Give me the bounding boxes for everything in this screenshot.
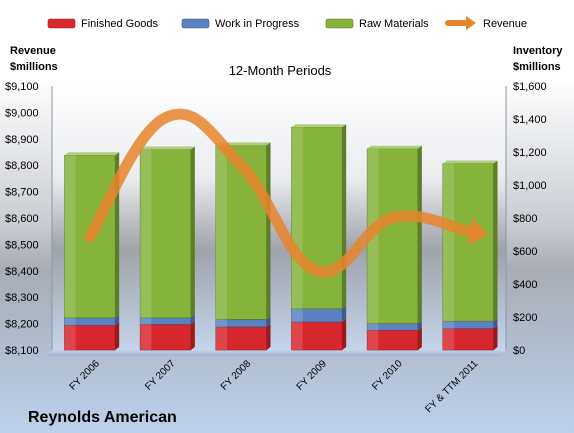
bar-top xyxy=(64,152,120,156)
bar-side xyxy=(190,146,195,318)
bar-top xyxy=(291,124,347,128)
bar-highlight xyxy=(442,328,454,350)
bar-side xyxy=(342,124,347,309)
left-tick-label: $8,900 xyxy=(5,134,39,146)
legend-label: Finished Goods xyxy=(81,18,159,30)
left-axis-title-line2: $millions xyxy=(10,61,58,73)
bar-side xyxy=(493,325,498,350)
bar-side xyxy=(417,327,422,350)
bar-side xyxy=(115,314,120,326)
left-tick-label: $8,500 xyxy=(5,239,39,251)
bar-highlight xyxy=(64,325,76,350)
left-tick-label: $8,300 xyxy=(5,292,39,304)
chart-subtitle: 12-Month Periods xyxy=(229,63,332,78)
right-axis-title-line1: Inventory xyxy=(513,45,563,57)
legend-label: Work in Progress xyxy=(215,18,300,30)
bar-side xyxy=(266,142,271,320)
right-tick-label: $600 xyxy=(513,246,537,258)
bar-side xyxy=(190,321,195,350)
bar-side xyxy=(417,320,422,331)
right-tick-label: $400 xyxy=(513,279,537,291)
bar-highlight xyxy=(140,317,152,325)
bar-side xyxy=(115,322,120,350)
bar-side xyxy=(342,305,347,322)
legend: Finished Goods Work in Progress Raw Materi… xyxy=(47,16,527,30)
right-axis-title-line2: $millions xyxy=(513,61,561,73)
left-tick-label: $9,100 xyxy=(5,81,39,93)
bar-side xyxy=(342,318,347,350)
bar-side xyxy=(266,323,271,350)
bar-highlight xyxy=(64,317,76,326)
right-tick-label: $200 xyxy=(513,312,537,324)
right-tick-label: $0 xyxy=(513,345,525,357)
right-tick-label: $1,400 xyxy=(513,114,547,126)
bar-highlight xyxy=(367,323,379,331)
right-tick-label: $1,600 xyxy=(513,81,547,93)
bar-side xyxy=(493,318,498,329)
bar-side xyxy=(190,314,195,325)
bar-highlight xyxy=(442,321,454,329)
bar-side xyxy=(417,145,422,324)
legend-swatch xyxy=(325,18,354,29)
company-name: Reynolds American xyxy=(28,409,177,426)
left-axis-ticks: $8,100 $8,200 $8,300 $8,400 $8,500 $8,600 $8,7… xyxy=(5,81,39,357)
left-axis-title-line1: Revenue xyxy=(10,45,56,57)
legend-swatch xyxy=(181,18,210,29)
bar-highlight xyxy=(64,155,76,318)
revenue-line-layer xyxy=(84,108,488,278)
right-tick-label: $800 xyxy=(513,213,537,225)
bar-top xyxy=(367,145,422,149)
left-tick-label: $9,000 xyxy=(5,107,39,119)
right-tick-label: $1,200 xyxy=(513,147,547,159)
bar-top xyxy=(140,146,195,150)
legend-arrow-head xyxy=(466,16,476,30)
bar-highlight xyxy=(367,330,379,350)
left-tick-label: $8,200 xyxy=(5,319,39,331)
left-tick-label: $8,700 xyxy=(5,187,39,199)
bar-side xyxy=(493,160,498,322)
bar-highlight xyxy=(140,324,152,350)
bar-highlight xyxy=(140,149,152,318)
legend-label: Raw Materials xyxy=(359,18,429,30)
right-axis-ticks: $0 $200 $400 $600 $800 $1,000 $1,200 $1,400 $1,6… xyxy=(513,81,547,357)
bar-highlight xyxy=(291,127,303,309)
legend-swatch xyxy=(47,18,76,29)
bar-highlight xyxy=(215,319,227,327)
bar-highlight xyxy=(215,145,227,320)
left-tick-label: $8,100 xyxy=(5,345,39,357)
revenue-line xyxy=(84,108,480,278)
bar-highlight xyxy=(215,326,227,350)
bar-highlight xyxy=(291,321,303,350)
bars-layer xyxy=(64,124,498,351)
bar-highlight xyxy=(442,163,454,322)
right-tick-label: $1,000 xyxy=(513,180,547,192)
bar-highlight xyxy=(291,308,303,322)
legend-label: Revenue xyxy=(483,18,527,30)
plot-floor xyxy=(46,350,506,356)
left-tick-label: $8,800 xyxy=(5,160,39,172)
left-tick-label: $8,600 xyxy=(5,213,39,225)
bar-side xyxy=(266,316,271,327)
left-tick-label: $8,400 xyxy=(5,266,39,278)
bar-top xyxy=(442,160,498,164)
revenue-arrow-head xyxy=(467,217,488,246)
